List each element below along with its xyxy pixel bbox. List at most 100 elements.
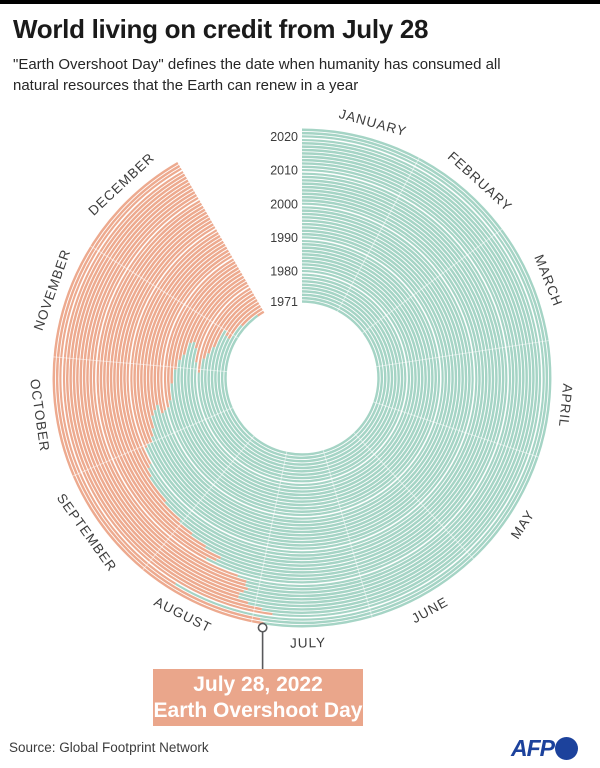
credit-arc-2015 [76, 182, 240, 595]
consumed-arc-2008 [215, 175, 505, 581]
source-credit: Source: Global Footprint Network [9, 740, 209, 755]
year-tick-1990: 1990 [270, 231, 298, 245]
credit-arc-2002 [119, 220, 213, 478]
credit-arc-2010 [92, 196, 239, 577]
year-tick-2020: 2020 [270, 130, 298, 144]
consumed-arc-1998 [146, 209, 471, 547]
consumed-arc-2020 [174, 135, 545, 621]
credit-arc-1997 [136, 234, 221, 444]
month-label-may: MAY [508, 507, 538, 541]
credit-arc-2014 [79, 185, 244, 593]
consumed-arc-1987 [170, 246, 434, 510]
credit-arc-2020 [59, 167, 182, 585]
consumed-arc-1983 [183, 259, 421, 497]
consumed-arc-2022 [263, 128, 552, 628]
consumed-arc-2009 [205, 172, 508, 584]
credit-arc-1972 [240, 307, 263, 327]
credit-arc-1978 [202, 290, 253, 359]
consumed-arc-1984 [180, 256, 424, 500]
consumed-arc-1994 [151, 222, 458, 534]
credit-arc-1990 [160, 255, 233, 411]
consumed-arc-1996 [151, 216, 464, 540]
consumed-arc-1981 [190, 266, 414, 490]
credit-arc-2001 [123, 223, 214, 469]
month-label-july: JULY [290, 635, 326, 651]
credit-arc-1999 [130, 229, 218, 449]
credit-arc-1996 [140, 237, 223, 437]
overshoot-day-callout: July 28, 2022 Earth Overshoot Day [153, 669, 363, 726]
consumed-arc-2000 [149, 202, 478, 554]
page-subtitle: "Earth Overshoot Day" defines the date w… [13, 56, 501, 95]
credit-arc-2004 [113, 214, 209, 522]
consumed-arc-1976 [207, 283, 397, 473]
consumed-arc-2015 [239, 152, 528, 604]
consumed-arc-1989 [166, 239, 441, 517]
credit-arc-1989 [163, 258, 235, 408]
consumed-arc-2016 [238, 148, 532, 608]
consumed-arc-1980 [193, 269, 410, 486]
consumed-arc-2013 [247, 158, 522, 598]
consumed-arc-2019 [272, 138, 542, 618]
credit-arc-1971 [256, 310, 265, 317]
credit-arc-1994 [146, 243, 226, 416]
month-label-april: APRIL [556, 383, 576, 428]
credit-arc-1984 [182, 272, 243, 355]
year-tick-2010: 2010 [270, 164, 298, 178]
credit-arc-1979 [197, 287, 251, 373]
credit-arc-2009 [96, 199, 207, 560]
callout-date: July 28, 2022 [193, 672, 323, 696]
credit-arc-2007 [103, 205, 222, 560]
consumed-arc-1986 [173, 249, 431, 507]
consumed-arc-1993 [153, 226, 454, 530]
credit-arc-1985 [178, 269, 241, 360]
consumed-arc-1971 [224, 300, 380, 456]
consumed-arc-2005 [191, 185, 495, 571]
credit-arc-2012 [86, 191, 246, 587]
consumed-arc-2018 [261, 142, 538, 614]
credit-arc-1992 [153, 249, 230, 406]
consumed-arc-2007 [220, 179, 501, 577]
credit-arc-2021 [55, 164, 261, 621]
credit-arc-1980 [195, 284, 250, 363]
consumed-arc-2017 [247, 145, 535, 611]
consumed-arc-2002 [149, 195, 485, 561]
credit-arc-2017 [69, 176, 249, 605]
credit-arc-1991 [156, 252, 231, 414]
credit-arc-1987 [170, 264, 238, 384]
year-axis-labels: 2020 2010 2000 1990 1980 1971 [270, 130, 298, 309]
year-rings-layer [52, 128, 552, 628]
consumed-arc-1992 [156, 229, 451, 527]
credit-arc-1977 [207, 293, 255, 354]
year-tick-2000: 2000 [270, 197, 298, 211]
consumed-arc-2003 [164, 192, 488, 564]
credit-arc-2013 [82, 188, 249, 591]
credit-arc-2022 [52, 161, 264, 625]
consumed-arc-2004 [179, 189, 491, 567]
credit-arc-2005 [109, 211, 208, 536]
consumed-arc-2001 [147, 199, 481, 557]
consumed-arc-2021 [259, 131, 549, 625]
credit-arc-1993 [150, 246, 228, 411]
top-rule [0, 0, 600, 4]
consumed-arc-1978 [200, 276, 404, 480]
consumed-arc-1973 [217, 293, 387, 463]
consumed-arc-2014 [243, 155, 525, 601]
credit-arc-1975 [224, 299, 258, 332]
consumed-arc-1985 [177, 253, 427, 503]
consumed-arc-2010 [237, 168, 512, 587]
afp-logo-dot-icon [555, 737, 578, 760]
credit-arc-2008 [99, 202, 217, 561]
consumed-arc-1977 [204, 280, 400, 476]
month-label-october: OCTOBER [27, 378, 52, 453]
consumed-arc-1982 [187, 263, 417, 493]
credit-arc-1988 [167, 261, 236, 401]
consumed-arc-1990 [164, 236, 444, 520]
credit-arc-2006 [106, 208, 207, 548]
consumed-arc-2011 [245, 165, 515, 591]
year-tick-1971: 1971 [270, 295, 298, 309]
credit-arc-1982 [193, 278, 246, 343]
decade-separators [61, 137, 543, 619]
consumed-arc-1995 [151, 219, 461, 537]
